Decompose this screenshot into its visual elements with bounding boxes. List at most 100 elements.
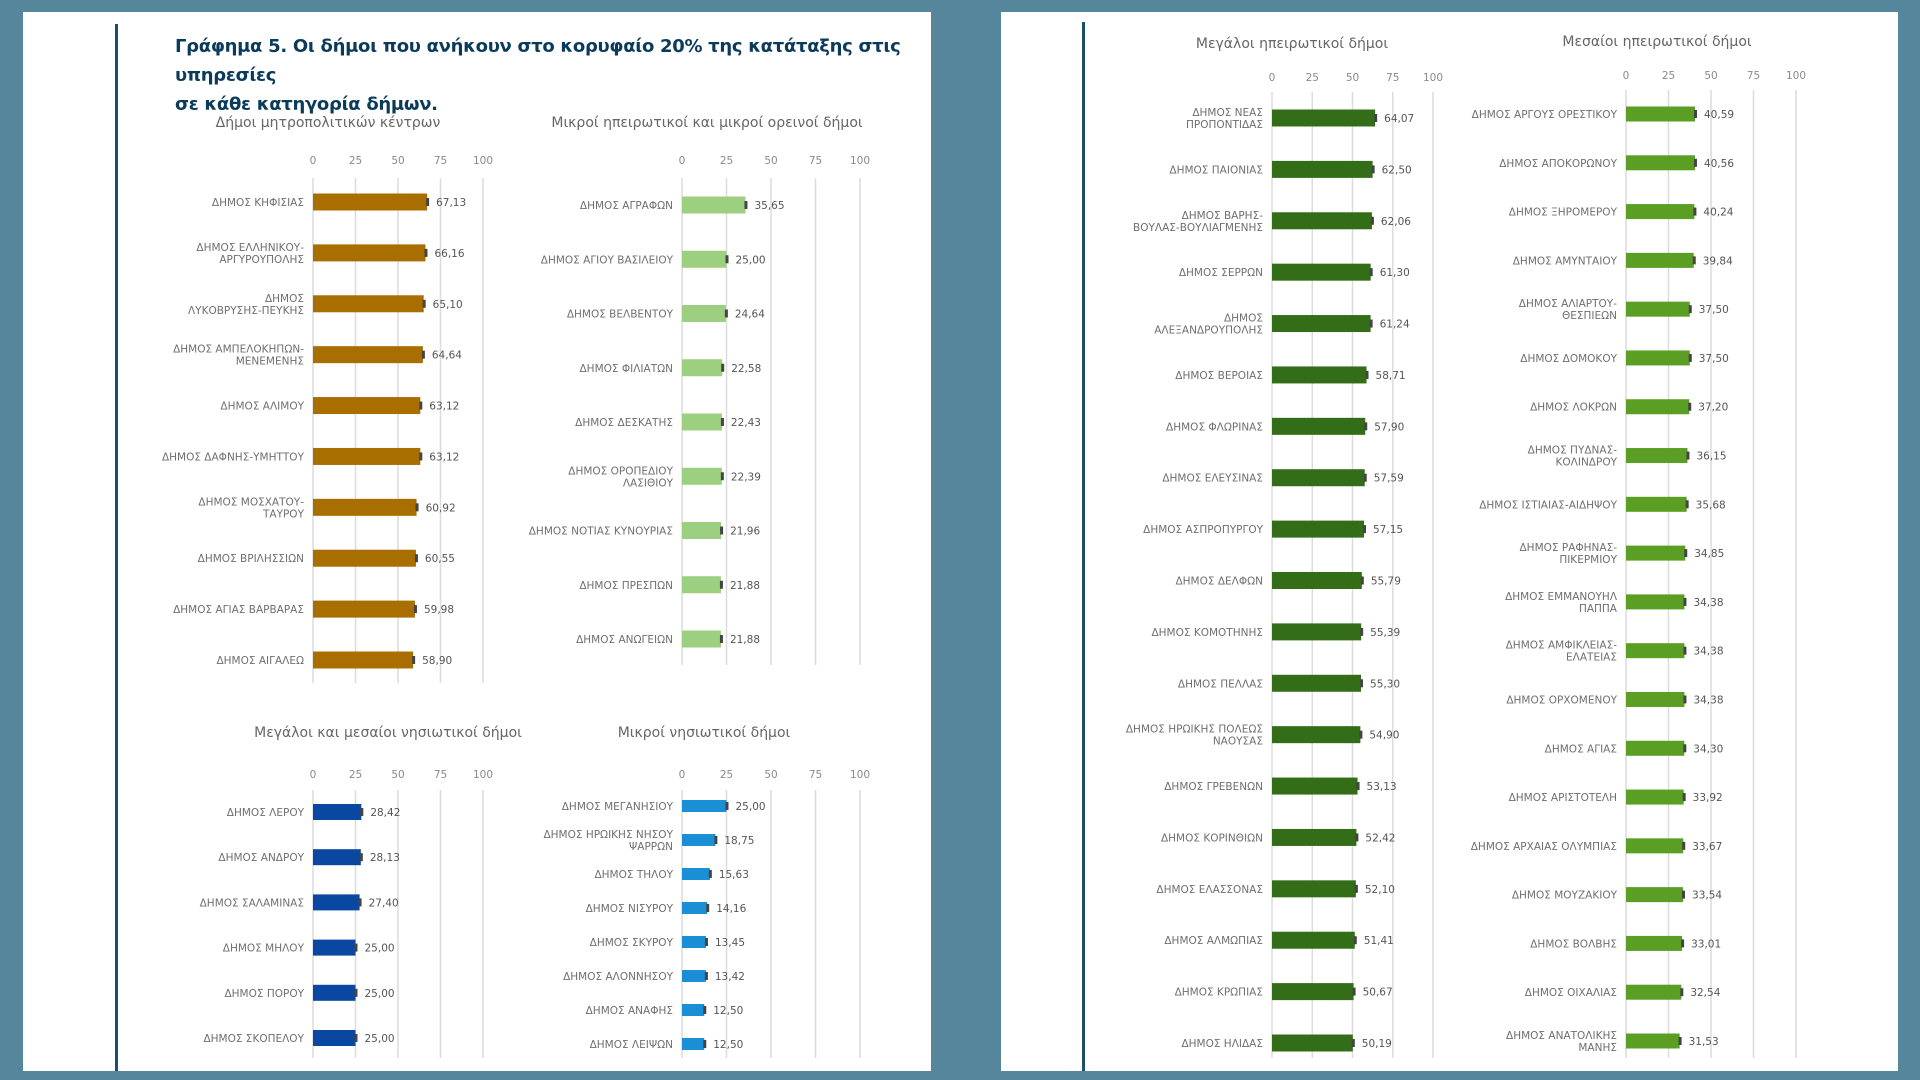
bar — [682, 576, 721, 594]
bar — [682, 1004, 705, 1016]
error-bar — [426, 198, 430, 206]
figure-title-line-2: σε κάθε κατηγορία δήμων. — [175, 94, 438, 115]
x-tick-label: 75 — [434, 155, 447, 167]
x-tick-label: 50 — [391, 769, 404, 781]
x-tick-label: 75 — [809, 769, 822, 781]
chart-small-island: Μικροί νησιωτικοί δήμοι 0 25 50 75 100 25,00 ΔΗ… — [543, 725, 870, 1058]
bar — [1626, 448, 1688, 464]
category-label: ΔΗΜΟΣ ΒΕΡΟΙΑΣ — [1175, 370, 1263, 382]
bar — [1626, 204, 1695, 220]
data-label: 13,42 — [715, 971, 745, 983]
x-tick-label: 0 — [1623, 70, 1630, 82]
data-label: 27,40 — [369, 897, 399, 909]
data-label: 60,92 — [426, 502, 456, 514]
error-bar — [1356, 782, 1360, 791]
data-label: 37,20 — [1698, 402, 1728, 414]
category-label: ΔΗΜΟΣ ΚΡΩΠΙΑΣ — [1175, 987, 1263, 999]
data-label: 22,39 — [731, 471, 761, 483]
category-label: ΔΗΜΟΣ ΠΡΕΣΠΩΝ — [579, 580, 673, 592]
data-label: 60,55 — [425, 553, 455, 565]
category-label: ΔΗΜΟΣ ΔΕΣΚΑΤΗΣ — [575, 417, 673, 429]
error-bar — [1352, 987, 1356, 996]
error-bar — [1683, 646, 1687, 655]
error-bar — [1360, 679, 1364, 688]
x-tick-label: 75 — [434, 769, 447, 781]
data-label: 37,50 — [1699, 353, 1729, 365]
x-tick-label: 0 — [1269, 72, 1276, 84]
category-label: ΔΗΜΟΣ ΣΚΟΠΕΛΟΥ — [203, 1033, 304, 1045]
error-bar — [1683, 744, 1687, 753]
category-label: ΔΗΜΟΣ ΟΡΟΠΕΔΙΟΥ ΛΑΣΙΘΙΟΥ — [568, 465, 673, 489]
error-bar — [1682, 890, 1686, 899]
bar — [1626, 838, 1684, 854]
bar — [1626, 594, 1685, 610]
bar — [1272, 1034, 1353, 1052]
bar — [1272, 469, 1365, 487]
category-label: ΔΗΜΟΣ ΚΟΡΙΝΘΙΩΝ — [1161, 832, 1263, 844]
category-label: ΔΗΜΟΣ ΠΥΔΝΑΣ-ΚΟΛΙΝΔΡΟΥ — [1528, 445, 1618, 469]
bar — [1626, 155, 1695, 171]
category-label: ΔΗΜΟΣ ΙΣΤΙΑΙΑΣ-ΑΙΔΗΨΟΥ — [1479, 499, 1617, 511]
bar — [682, 250, 727, 268]
error-bar — [1369, 319, 1373, 328]
error-bar — [724, 309, 728, 318]
category-label: ΔΗΜΟΣ ΓΡΕΒΕΝΩΝ — [1164, 781, 1263, 793]
category-label: ΔΗΜΟΣ ΛΟΚΡΩΝ — [1530, 402, 1617, 414]
x-tick-label: 0 — [679, 769, 686, 781]
chart-title: Μεγάλοι ηπειρωτικοί δήμοι — [1196, 36, 1388, 52]
category-label: ΔΗΜΟΣ ΑΝΔΡΟΥ — [218, 852, 304, 864]
error-bar — [1371, 165, 1375, 174]
category-label: ΔΗΜΟΣ ΕΜΜΑΝΟΥΗΛ ΠΑΠΠΑ — [1505, 591, 1618, 615]
data-label: 67,13 — [436, 197, 466, 209]
category-label: ΔΗΜΟΣ ΑΓΙΑΣ — [1545, 743, 1617, 755]
chart-medium-mainland: Μεσαίοι ηπειρωτικοί δήμοι 0 25 50 75 100 40,59… — [1471, 34, 1806, 1058]
category-label: ΔΗΜΟΣ ΑΜΦΙΚΛΕΙΑΣ-ΕΛΑΤΕΙΑΣ — [1506, 640, 1618, 664]
error-bar — [413, 605, 417, 614]
data-label: 55,39 — [1370, 627, 1400, 639]
data-label: 34,30 — [1693, 743, 1723, 755]
right-margin-rule — [1082, 22, 1085, 1071]
bar — [682, 305, 726, 322]
category-label: ΔΗΜΟΣ ΑΠΟΚΟΡΩΝΟΥ — [1499, 158, 1617, 170]
category-label: ΔΗΜΟΣ ΑΣΠΡΟΠΥΡΓΟΥ — [1143, 524, 1263, 536]
chart-large-medium-island: Μεγάλοι και μεσαίοι νησιωτικοί δήμοι 0 25 5… — [200, 725, 522, 1058]
error-bar — [1364, 422, 1368, 431]
bar — [1272, 623, 1362, 641]
error-bar — [721, 363, 725, 372]
chart-title: Μικροί νησιωτικοί δήμοι — [618, 725, 791, 741]
category-label: ΔΗΜΟΣ ΛΥΚΟΒΡΥΣΗΣ-ΠΕΥΚΗΣ — [188, 293, 304, 317]
category-label: ΔΗΜΟΣ ΞΗΡΟΜΕΡΟΥ — [1509, 207, 1618, 219]
x-tick-label: 100 — [850, 769, 870, 781]
bar — [1626, 399, 1690, 415]
bar — [1272, 520, 1365, 538]
bar — [313, 397, 421, 415]
category-label: ΔΗΜΟΣ ΑΛΜΩΠΙΑΣ — [1164, 935, 1263, 947]
data-label: 50,67 — [1363, 987, 1393, 999]
error-bar — [719, 635, 723, 643]
data-label: 34,85 — [1694, 548, 1724, 560]
figure-title: Γράφημα 5. Οι δήμοι που ανήκουν στο κορυ… — [175, 32, 935, 119]
bar — [313, 804, 362, 820]
error-bar — [414, 554, 418, 563]
bar — [1272, 726, 1361, 744]
error-bar — [1683, 597, 1687, 606]
error-bar — [744, 201, 748, 209]
bar — [1626, 984, 1682, 1000]
error-bar — [703, 1040, 707, 1048]
x-tick-label: 0 — [310, 769, 317, 781]
category-label: ΔΗΜΟΣ ΑΙΓΑΛΕΩ — [216, 655, 304, 667]
category-label: ΔΗΜΟΣ ΑΛΕΞΑΝΔΡΟΥΠΟΛΗΣ — [1154, 313, 1263, 337]
bar — [313, 549, 416, 567]
category-label: ΔΗΜΟΣ ΑΡΙΣΤΟΤΕΛΗ — [1509, 792, 1617, 804]
bar — [1626, 643, 1685, 659]
category-label: ΔΗΜΟΣ ΑΛΟΝΝΗΣΟΥ — [563, 971, 674, 983]
data-label: 40,24 — [1703, 207, 1733, 219]
chart-title: Μεσαίοι ηπειρωτικοί δήμοι — [1562, 34, 1752, 50]
category-label: ΔΗΜΟΣ ΑΛΙΑΡΤΟΥ-ΘΕΣΠΙΕΩΝ — [1519, 298, 1617, 322]
data-label: 59,98 — [424, 604, 454, 616]
error-bar — [1359, 730, 1363, 739]
error-bar — [1685, 500, 1689, 509]
error-bar — [1360, 576, 1364, 585]
data-label: 33,92 — [1693, 792, 1723, 804]
bar — [1272, 417, 1366, 435]
